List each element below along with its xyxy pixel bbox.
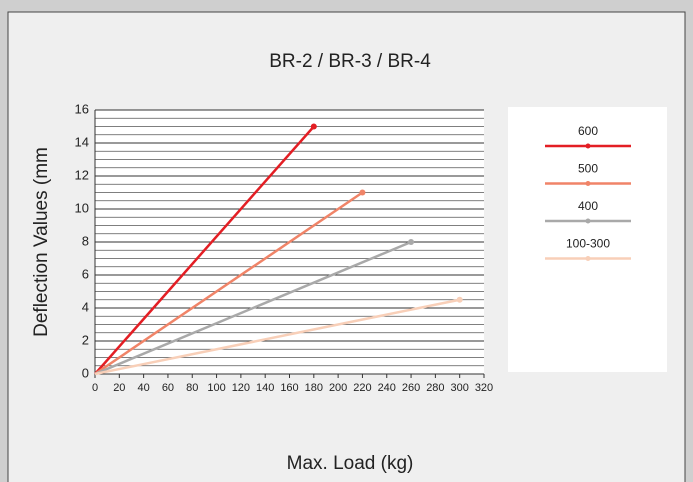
y-tick-label: 10 xyxy=(75,200,89,215)
x-tick-label: 240 xyxy=(378,382,396,394)
x-tick-label: 160 xyxy=(280,382,298,394)
chart-title: BR-2 / BR-3 / BR-4 xyxy=(269,51,431,72)
x-tick-label: 320 xyxy=(475,382,493,394)
x-tick-label: 280 xyxy=(426,382,444,394)
y-tick-label: 12 xyxy=(75,167,89,182)
x-tick-label: 140 xyxy=(256,382,274,394)
x-axis-label: Max. Load (kg) xyxy=(287,453,414,474)
series-line xyxy=(94,298,460,376)
series-line xyxy=(94,125,315,375)
x-tick-label: 300 xyxy=(451,382,469,394)
end-point xyxy=(359,189,366,196)
series-line xyxy=(94,191,364,376)
x-tick-label: 40 xyxy=(138,382,150,394)
end-point xyxy=(310,123,317,130)
legend-dot xyxy=(585,143,591,149)
x-tick-label: 100 xyxy=(207,382,225,394)
legend-label: 500 xyxy=(578,162,598,176)
x-tick-label: 180 xyxy=(305,382,323,394)
end-point xyxy=(408,239,415,245)
y-axis-label: Deflection Values (mm xyxy=(31,147,52,337)
y-tick-label: 8 xyxy=(82,233,89,248)
legend-label: 600 xyxy=(578,124,598,138)
legend-box xyxy=(508,107,667,372)
y-tick-label: 2 xyxy=(82,332,89,347)
x-tick-label: 80 xyxy=(186,382,198,394)
legend-label: 100-300 xyxy=(566,237,610,251)
x-tick-label: 260 xyxy=(402,382,420,394)
x-tick-label: 0 xyxy=(92,382,98,394)
x-tick-label: 20 xyxy=(113,382,125,394)
y-tick-label: 4 xyxy=(82,299,89,314)
x-tick-label: 120 xyxy=(232,382,250,394)
legend-dot xyxy=(585,218,591,224)
legend-dot xyxy=(585,181,591,186)
y-tick-label: 16 xyxy=(75,101,89,116)
y-tick-label: 14 xyxy=(75,134,89,149)
legend-dot xyxy=(585,256,591,261)
x-tick-label: 220 xyxy=(353,382,371,394)
x-tick-label: 200 xyxy=(329,382,347,394)
x-tick-label: 60 xyxy=(162,382,174,394)
y-tick-label: 0 xyxy=(82,365,89,380)
series-line xyxy=(94,240,412,376)
end-point xyxy=(456,296,463,303)
legend-label: 400 xyxy=(578,199,598,213)
y-tick-label: 6 xyxy=(82,266,89,281)
